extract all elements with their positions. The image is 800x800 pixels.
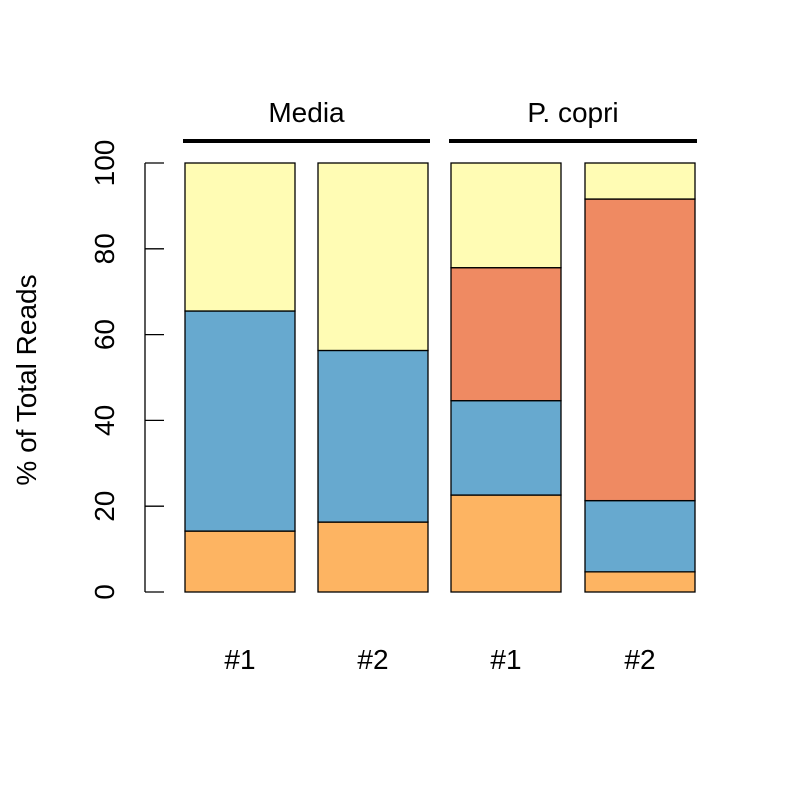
bar-segment-1-series-4 (184, 162, 296, 312)
bar-segment-3-series-3 (450, 267, 562, 402)
bar-segment-3-series-2 (450, 400, 562, 496)
y-tick-label: 80 (89, 233, 120, 264)
x-tick-label: #2 (357, 644, 388, 675)
bar-segment-2-series-4 (317, 162, 429, 352)
bar-segment-2-series-2 (317, 349, 429, 523)
y-tick-label: 60 (89, 319, 120, 350)
y-tick-label: 40 (89, 405, 120, 436)
bar-segment-4-series-4 (584, 162, 696, 200)
x-tick-label: #1 (490, 644, 521, 675)
y-axis: 0 20 40 60 80 100 (89, 140, 164, 600)
bar-segment-2-series-1 (317, 521, 429, 593)
bar-segment-1-series-1 (184, 530, 296, 593)
y-tick-label: 20 (89, 491, 120, 522)
x-tick-label: #1 (224, 644, 255, 675)
y-tick-label: 100 (89, 140, 120, 187)
y-axis-label: % of Total Reads (11, 274, 42, 485)
group-label: Media (268, 97, 345, 128)
y-tick-label: 0 (89, 584, 120, 600)
bars (184, 162, 696, 593)
group-label: P. copri (527, 97, 618, 128)
group-headers: Media P. copri (183, 97, 697, 143)
bar-segment-4-series-3 (584, 198, 696, 502)
bar-segment-3-series-1 (450, 494, 562, 593)
x-tick-labels: #1 #2 #1 #2 (224, 644, 655, 675)
bar-segment-3-series-4 (450, 162, 562, 269)
bar-segment-4-series-2 (584, 499, 696, 573)
x-tick-label: #2 (624, 644, 655, 675)
bar-segment-1-series-2 (184, 310, 296, 532)
bar-segment-4-series-1 (584, 571, 696, 593)
